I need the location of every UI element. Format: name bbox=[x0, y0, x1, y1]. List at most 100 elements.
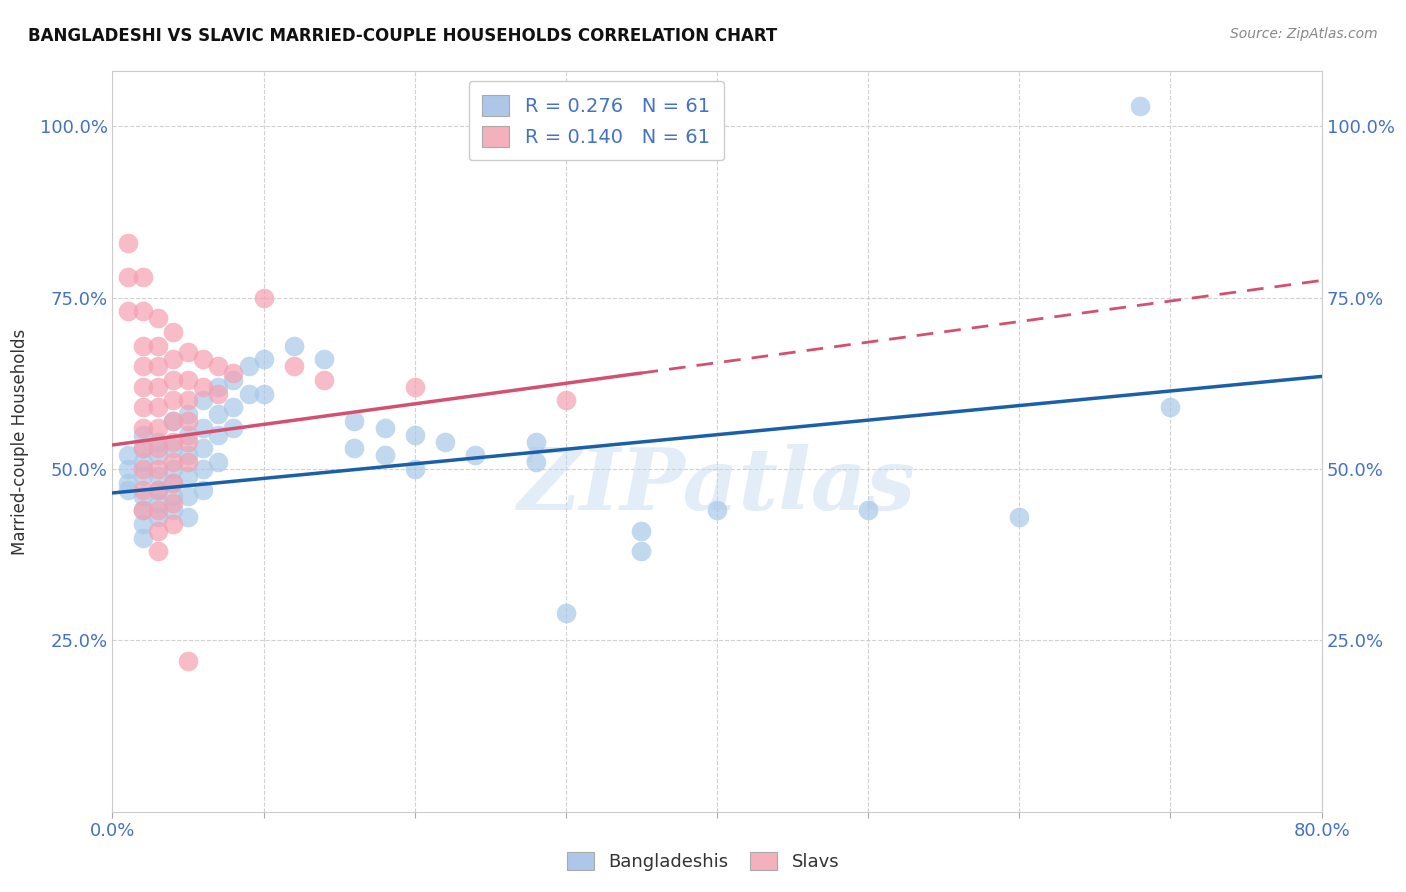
Point bbox=[162, 496, 184, 510]
Point bbox=[132, 489, 155, 503]
Point bbox=[464, 448, 486, 462]
Point bbox=[146, 359, 169, 373]
Point bbox=[117, 483, 139, 497]
Point bbox=[177, 510, 200, 524]
Point bbox=[554, 606, 576, 620]
Point bbox=[177, 654, 200, 668]
Point bbox=[191, 352, 214, 367]
Point bbox=[162, 489, 184, 503]
Point bbox=[162, 455, 184, 469]
Point bbox=[253, 291, 276, 305]
Point bbox=[404, 380, 426, 394]
Point bbox=[132, 442, 155, 456]
Point bbox=[207, 386, 229, 401]
Point bbox=[117, 462, 139, 476]
Point bbox=[207, 427, 229, 442]
Point bbox=[132, 483, 155, 497]
Point bbox=[314, 352, 336, 367]
Point bbox=[132, 338, 155, 352]
Point bbox=[191, 421, 214, 435]
Point bbox=[191, 380, 214, 394]
Point bbox=[132, 531, 155, 545]
Point bbox=[1129, 98, 1152, 112]
Point bbox=[132, 516, 155, 531]
Point bbox=[162, 325, 184, 339]
Point bbox=[177, 427, 200, 442]
Point bbox=[146, 421, 169, 435]
Point bbox=[207, 380, 229, 394]
Point bbox=[117, 304, 139, 318]
Point bbox=[177, 407, 200, 421]
Point bbox=[162, 475, 184, 490]
Point bbox=[1159, 401, 1181, 415]
Point bbox=[191, 462, 214, 476]
Point bbox=[132, 442, 155, 456]
Point bbox=[132, 503, 155, 517]
Point bbox=[146, 434, 169, 449]
Point bbox=[146, 510, 169, 524]
Point bbox=[146, 503, 169, 517]
Point bbox=[146, 448, 169, 462]
Point bbox=[117, 475, 139, 490]
Point bbox=[283, 359, 305, 373]
Text: ZIPatlas: ZIPatlas bbox=[517, 444, 917, 528]
Point bbox=[146, 483, 169, 497]
Y-axis label: Married-couple Households: Married-couple Households bbox=[10, 328, 28, 555]
Point bbox=[238, 359, 260, 373]
Point bbox=[524, 434, 547, 449]
Point bbox=[207, 407, 229, 421]
Point bbox=[177, 373, 200, 387]
Point bbox=[132, 304, 155, 318]
Point bbox=[146, 442, 169, 456]
Point bbox=[222, 373, 245, 387]
Point bbox=[162, 373, 184, 387]
Point bbox=[146, 544, 169, 558]
Text: Source: ZipAtlas.com: Source: ZipAtlas.com bbox=[1230, 27, 1378, 41]
Point bbox=[117, 235, 139, 250]
Point bbox=[162, 434, 184, 449]
Point bbox=[314, 373, 336, 387]
Point bbox=[117, 270, 139, 285]
Point bbox=[191, 483, 214, 497]
Point bbox=[1008, 510, 1031, 524]
Point bbox=[162, 393, 184, 408]
Point bbox=[630, 524, 652, 538]
Point bbox=[374, 448, 396, 462]
Point bbox=[162, 414, 184, 428]
Point bbox=[146, 496, 169, 510]
Point bbox=[177, 489, 200, 503]
Point bbox=[132, 359, 155, 373]
Point bbox=[856, 503, 880, 517]
Point bbox=[191, 442, 214, 456]
Point bbox=[146, 338, 169, 352]
Point bbox=[162, 475, 184, 490]
Point bbox=[177, 414, 200, 428]
Point bbox=[132, 270, 155, 285]
Point bbox=[433, 434, 456, 449]
Point bbox=[132, 455, 155, 469]
Point bbox=[253, 386, 276, 401]
Point bbox=[177, 455, 200, 469]
Point bbox=[177, 468, 200, 483]
Point bbox=[132, 427, 155, 442]
Text: BANGLADESHI VS SLAVIC MARRIED-COUPLE HOUSEHOLDS CORRELATION CHART: BANGLADESHI VS SLAVIC MARRIED-COUPLE HOU… bbox=[28, 27, 778, 45]
Point bbox=[162, 503, 184, 517]
Point bbox=[222, 401, 245, 415]
Point bbox=[162, 352, 184, 367]
Point bbox=[554, 393, 576, 408]
Point bbox=[146, 401, 169, 415]
Point bbox=[222, 366, 245, 380]
Legend: R = 0.276   N = 61, R = 0.140   N = 61: R = 0.276 N = 61, R = 0.140 N = 61 bbox=[468, 81, 724, 161]
Point bbox=[146, 468, 169, 483]
Point bbox=[132, 503, 155, 517]
Point bbox=[162, 516, 184, 531]
Legend: Bangladeshis, Slavs: Bangladeshis, Slavs bbox=[560, 845, 846, 879]
Point bbox=[283, 338, 305, 352]
Point bbox=[253, 352, 276, 367]
Point bbox=[177, 345, 200, 359]
Point bbox=[524, 455, 547, 469]
Point bbox=[374, 421, 396, 435]
Point bbox=[404, 427, 426, 442]
Point bbox=[146, 380, 169, 394]
Point bbox=[132, 468, 155, 483]
